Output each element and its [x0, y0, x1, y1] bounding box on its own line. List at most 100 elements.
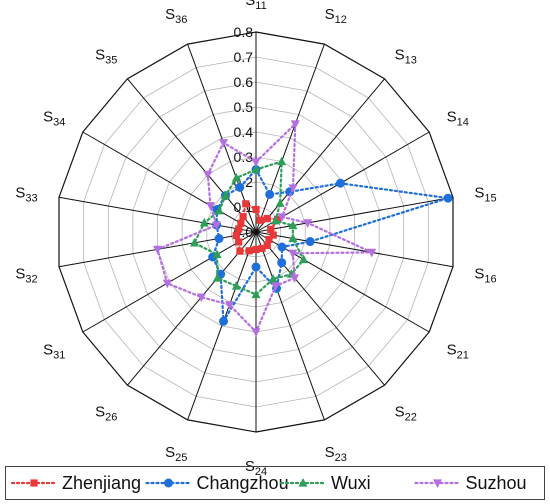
legend-marker — [30, 479, 38, 487]
data-point — [214, 234, 224, 244]
data-point — [288, 184, 298, 193]
data-point — [252, 245, 260, 254]
axis-spoke — [255, 231, 454, 268]
data-point — [242, 200, 250, 208]
category-labels: S11S12S13S14S15S16S21S22S23S24S25S26S31S… — [15, 0, 496, 478]
axis-spoke — [82, 131, 257, 233]
data-point — [288, 233, 298, 243]
data-point — [288, 220, 298, 230]
legend-marker — [164, 478, 173, 488]
series-zhenjiang — [232, 200, 282, 255]
axis-spoke — [255, 231, 325, 421]
legend-label: Changzhou — [197, 473, 289, 493]
data-point — [271, 282, 281, 291]
data-point — [252, 205, 260, 214]
data-point — [275, 198, 285, 207]
category-label: S16 — [474, 266, 496, 286]
data-point — [212, 221, 222, 231]
data-point — [290, 274, 300, 283]
data-point — [288, 249, 298, 259]
category-label: S32 — [15, 266, 37, 286]
category-label: S34 — [43, 109, 65, 129]
data-point — [232, 231, 240, 240]
category-label: S26 — [95, 404, 117, 424]
axis-spoke — [127, 78, 257, 233]
data-point — [277, 258, 287, 268]
category-label: S12 — [325, 6, 347, 26]
tick-label: 0.7 — [234, 49, 254, 65]
data-point — [251, 164, 261, 174]
data-point — [269, 231, 277, 239]
data-point — [212, 249, 222, 259]
legend-item: Wuxi — [279, 473, 371, 493]
category-label: S35 — [95, 47, 117, 67]
series-wuxi — [189, 156, 309, 299]
data-point — [235, 238, 243, 246]
data-point — [263, 241, 271, 250]
radar-grid — [58, 31, 454, 433]
data-point — [265, 235, 273, 244]
category-label: S33 — [15, 185, 37, 205]
legend-marker — [433, 479, 442, 488]
axis-spoke — [255, 43, 325, 233]
data-point — [305, 237, 315, 247]
category-label: S23 — [325, 444, 347, 464]
data-point — [199, 217, 209, 227]
axis-spoke — [255, 78, 385, 233]
data-point — [303, 219, 313, 228]
category-label: S13 — [395, 47, 417, 67]
legend: Zhenjiang Changzhou Wuxi Suzhou — [5, 466, 545, 500]
data-point — [299, 254, 309, 264]
data-point — [235, 225, 243, 233]
data-point — [214, 205, 224, 215]
tick-label: 0.8 — [234, 24, 254, 40]
data-point — [335, 178, 345, 188]
data-point — [274, 215, 282, 224]
tick-label: 0.3 — [234, 149, 254, 165]
axis-spoke — [127, 231, 257, 386]
data-point — [277, 213, 287, 222]
legend-marker — [298, 478, 308, 487]
data-point — [277, 156, 287, 166]
data-point — [290, 120, 300, 129]
data-point — [231, 173, 241, 182]
legend-label: Wuxi — [331, 473, 371, 493]
data-point — [236, 247, 244, 255]
series-suzhou — [153, 120, 377, 337]
data-point — [258, 244, 266, 253]
series-line — [156, 121, 373, 334]
data-point — [268, 274, 278, 283]
category-label: S36 — [165, 6, 187, 26]
data-point — [256, 216, 264, 224]
data-point — [237, 219, 245, 227]
legend-item: Changzhou — [145, 473, 289, 493]
data-point — [245, 247, 253, 255]
legend-label: Zhenjiang — [62, 473, 141, 493]
data-point — [231, 281, 241, 290]
category-label: S25 — [165, 444, 187, 464]
category-label: S15 — [474, 185, 496, 205]
data-point — [203, 170, 213, 180]
data-point — [239, 213, 247, 221]
data-point — [162, 279, 172, 289]
tick-label: 0.4 — [234, 124, 254, 140]
category-label: S31 — [43, 342, 65, 362]
data-point — [270, 215, 280, 225]
data-point — [251, 289, 261, 299]
data-point — [212, 273, 222, 282]
category-label: S11 — [245, 0, 266, 12]
data-point — [277, 242, 287, 252]
legend-label: Suzhou — [466, 473, 527, 493]
radial-tick-labels: 0.00.10.20.30.40.50.60.70.8 — [234, 24, 254, 240]
data-point — [224, 301, 234, 310]
data-point — [267, 225, 275, 233]
legend-item: Zhenjiang — [10, 473, 141, 493]
axis-spoke — [255, 231, 385, 386]
axis-spoke — [58, 196, 257, 233]
data-point — [219, 139, 229, 148]
data-point — [235, 182, 245, 192]
data-point — [189, 237, 199, 247]
category-label: S21 — [447, 342, 469, 362]
data-point — [251, 262, 261, 272]
